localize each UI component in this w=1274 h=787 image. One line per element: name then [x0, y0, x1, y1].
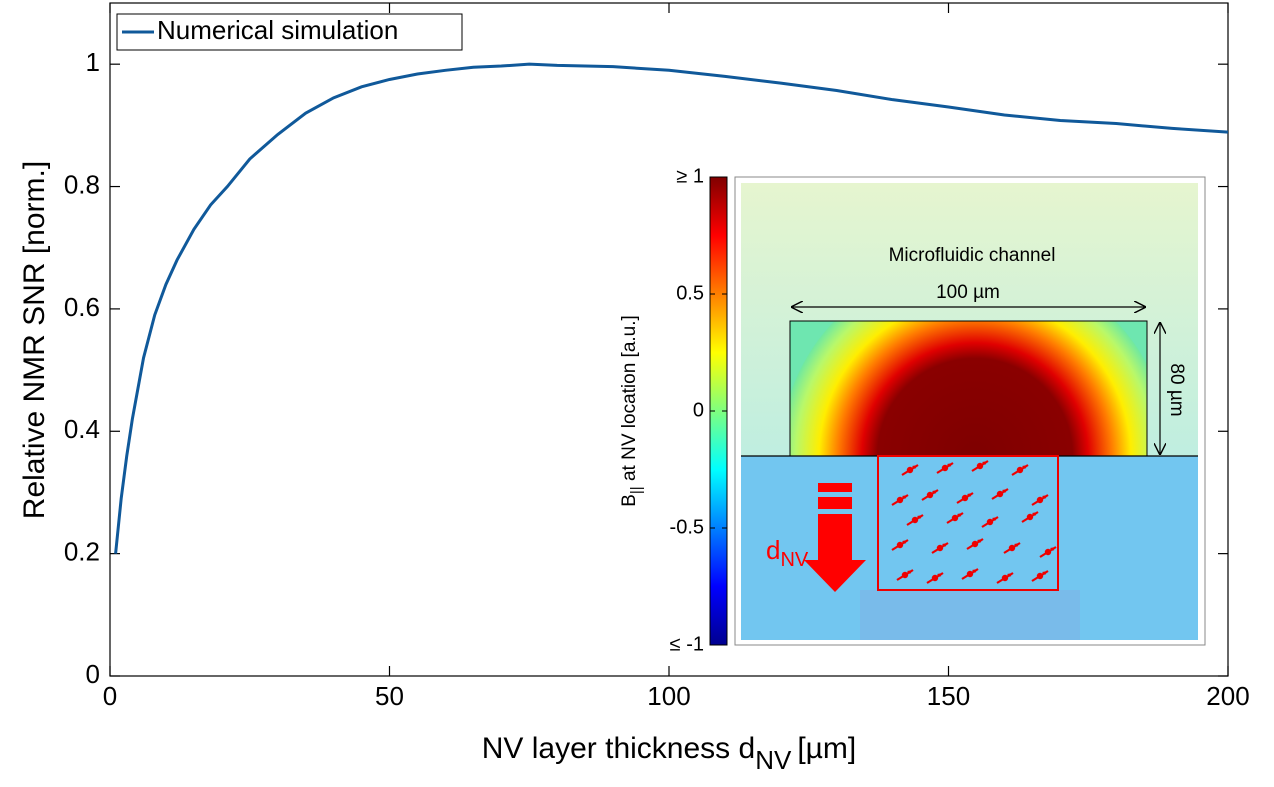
depth-label-main: d — [766, 535, 780, 565]
legend-box — [116, 13, 463, 51]
depth-arrow — [804, 483, 866, 592]
y-tick-label: 0.2 — [64, 537, 100, 567]
nv-region — [877, 455, 1059, 591]
x-tick-label: 100 — [647, 681, 690, 711]
x-tick-label: 50 — [375, 681, 404, 711]
x-tick-label: 0 — [103, 681, 117, 711]
colorbar-tick-label: 0.5 — [676, 282, 704, 304]
inset: Microfluidic channel 100 µm 80 µm dNV B|… — [619, 176, 1206, 646]
x-axis-label-sub: NV — [755, 745, 792, 775]
y-axis-label: Relative NMR SNR [norm.] — [18, 161, 51, 519]
width-label: 100 µm — [936, 282, 1000, 303]
colorbar-label: B|| at NV location [a.u.] — [619, 315, 645, 507]
colorbar-label-main: B — [619, 494, 640, 507]
channel-label: Microfluidic channel — [889, 245, 1056, 266]
y-tick-label: 0.6 — [64, 292, 100, 322]
y-tick-label: 1 — [86, 47, 100, 77]
colorbar-tick-label: 0 — [693, 399, 704, 421]
x-axis-label-main: NV layer thickness d — [482, 732, 755, 765]
y-tick-label: 0 — [86, 659, 100, 689]
x-tick-label: 150 — [927, 681, 970, 711]
height-label: 80 µm — [1166, 363, 1187, 416]
field-map — [790, 321, 1147, 456]
colorbar-tick-label: -0.5 — [670, 516, 704, 538]
colorbar-label-rest: at NV location [a.u.] — [619, 315, 640, 486]
x-tick-label: 200 — [1206, 681, 1249, 711]
x-axis-label: NV layer thickness dNV [µm] — [482, 732, 857, 775]
y-tick-label: 0.4 — [64, 414, 100, 444]
y-tick-label: 0.8 — [64, 169, 100, 199]
legend-label: Numerical simulation — [157, 15, 398, 45]
data-line — [114, 62, 1229, 554]
depth-label: dNV — [766, 535, 809, 571]
depth-label-sub: NV — [780, 549, 808, 571]
x-axis-label-unit: [µm] — [797, 732, 856, 765]
substrate-shade — [860, 590, 1080, 640]
colorbar-label-sub: || — [628, 486, 645, 494]
colorbar-tick-label: ≥ 1 — [676, 165, 704, 187]
colorbar-tick-label: ≤ -1 — [670, 633, 704, 655]
